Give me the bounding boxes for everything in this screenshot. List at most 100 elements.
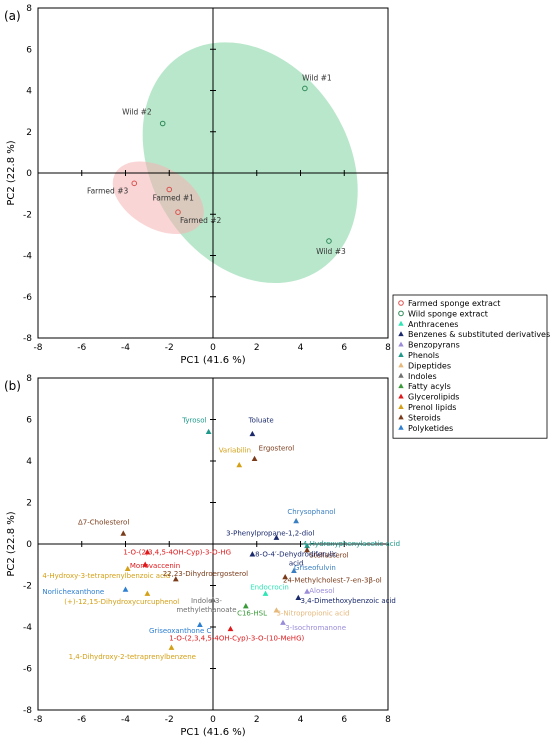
panel-a: -8 -6 -4 -2 0 2 4 6 8 -8 -6 -4 -2 0 2 4 6 8 PC1 (41.6 %) PC… bbox=[4, 4, 391, 366]
compound-marker-ergosterol bbox=[251, 455, 258, 462]
legend-entry-wild-sponge-extract: Wild sponge extract bbox=[408, 309, 488, 318]
compound-label-7-cholesterol: Δ7-Cholesterol bbox=[78, 518, 129, 526]
legend-entry-anthracenes: Anthracenes bbox=[408, 320, 458, 329]
compound-marker-norlichexanthone bbox=[122, 586, 129, 592]
sample-point-wild-1 bbox=[302, 85, 308, 92]
sample-point-farmed-2 bbox=[175, 209, 181, 215]
legend-marker-anthracenes bbox=[398, 320, 404, 326]
legend-marker-polyketides bbox=[398, 424, 404, 430]
legend-entry-benzopyrans: Benzopyrans bbox=[408, 341, 460, 350]
compound-label-22-23-dihydroergosterol: 22,23-Dihydroergosterol bbox=[163, 570, 248, 578]
compound-marker-chrysophanol bbox=[293, 517, 300, 524]
compound-marker-toluate bbox=[249, 430, 256, 437]
x-tick-label: 0 bbox=[210, 343, 216, 353]
confidence-ellipse-farmed bbox=[112, 161, 204, 235]
y-tick-label: 0 bbox=[26, 540, 32, 550]
compound-marker-c16-hsl bbox=[242, 603, 249, 609]
x-tick-label: -2 bbox=[165, 715, 174, 725]
y-tick-label: 4 bbox=[26, 87, 32, 97]
compound-label-3-nitropropionic-acid: 3-Nitropropionic acid bbox=[276, 610, 349, 618]
y-tick-label: -6 bbox=[23, 293, 32, 303]
compound-marker-griseofulvin bbox=[291, 567, 297, 574]
compound-marker-monovaccenin bbox=[142, 561, 149, 567]
y-tick-label: -2 bbox=[23, 582, 32, 592]
x-tick-label: -2 bbox=[165, 343, 174, 353]
compound-label-chrysophanol: Chrysophanol bbox=[287, 508, 335, 516]
legend-marker-glycerolipids bbox=[398, 393, 404, 399]
compound-marker-24-methylcholest-7-en-3-ol bbox=[282, 574, 289, 580]
legend-entry-farmed-sponge-extract: Farmed sponge extract bbox=[408, 299, 500, 308]
compound-label-aloesol: Aloesol bbox=[309, 587, 334, 595]
compound-marker-3-phenylpropane-1-2-diol bbox=[273, 534, 280, 540]
sample-point-wild-2 bbox=[159, 120, 166, 127]
sample-point-farmed-1 bbox=[166, 186, 173, 193]
compound-label-griseofulvin: Griseofulvin bbox=[294, 564, 336, 572]
legend-entry-steroids: Steroids bbox=[408, 413, 441, 422]
compound-marker-endocrocin bbox=[262, 590, 269, 596]
compound-label-3-isochromanone: 3-Isochromanone bbox=[285, 624, 346, 632]
y-tick-label: 4 bbox=[26, 457, 32, 467]
sample-point-farmed-3 bbox=[131, 180, 138, 187]
compound-marker-1-4-dihydroxy-2-tetraprenylbenzene bbox=[168, 644, 175, 650]
x-tick-label: 8 bbox=[385, 715, 391, 725]
compound-marker-aloesol bbox=[304, 588, 310, 594]
y-tick-label: 2 bbox=[26, 499, 32, 509]
compound-marker-12-15-dihydroxycurcuphenol bbox=[144, 590, 151, 596]
x-tick-label: 4 bbox=[298, 343, 304, 353]
sample-label-farmed-2: Farmed #2 bbox=[180, 216, 222, 225]
x-tick-label: -8 bbox=[34, 343, 43, 353]
x-tick-label: 6 bbox=[341, 343, 347, 353]
y-axis-label: PC2 (22.8 %) bbox=[6, 140, 17, 205]
compound-label-4-hydroxy-3-tetraprenylbenzoic-acid: 4-Hydroxy-3-tetraprenylbenzoic acid bbox=[42, 572, 170, 580]
y-tick-label: 8 bbox=[26, 374, 32, 384]
compound-marker-variabilin bbox=[236, 461, 243, 468]
compound-label-3-phenylpropane-1-2-diol: 3-Phenylpropane-1,2-diol bbox=[226, 530, 314, 538]
x-tick-label: 6 bbox=[341, 715, 347, 725]
panel-label: (b) bbox=[4, 379, 21, 393]
x-tick-label: -4 bbox=[121, 715, 130, 725]
legend-marker-benzopyrans bbox=[398, 341, 404, 347]
x-tick-label: -6 bbox=[77, 715, 86, 725]
legend-entry-glycerolipids: Glycerolipids bbox=[408, 393, 459, 402]
compound-label-1-o-2-3-4-5-4oh-cyp-3-o-hg: 1-O-(2,3,4,5-4OH-Cyp)-3-O-HG bbox=[123, 548, 231, 556]
compound-label-4-hydroxyphenylacetic-acid: 4-Hydroxyphenylacetic acid bbox=[303, 540, 400, 548]
y-tick-label: -4 bbox=[23, 252, 32, 262]
sample-point-wild-3 bbox=[326, 238, 332, 244]
compound-label-1-o-2-3-4-5-4oh-cyp-3-o-10-mehg: 1-O-(2,3,4,5-4OH-Cyp)-3-O-(10-MeHG) bbox=[169, 634, 304, 642]
legend-marker-prenol-lipids bbox=[398, 404, 404, 409]
y-tick-label: 0 bbox=[26, 169, 32, 179]
legend-entry-phenols: Phenols bbox=[408, 351, 439, 360]
compound-marker-griseoxanthone-c bbox=[196, 621, 203, 628]
y-axis-label: PC2 (22.8 %) bbox=[6, 511, 17, 576]
y-tick-label: -8 bbox=[23, 334, 32, 344]
x-axis-label: PC1 (41.6 %) bbox=[180, 727, 245, 738]
legend-entry-dipeptides: Dipeptides bbox=[408, 361, 451, 370]
compound-label-stellasterol: Stellasterol bbox=[309, 551, 348, 559]
compound-marker-8-o-4-dehydrodiferulic-acid bbox=[249, 551, 256, 557]
compound-label-indole-3-methylethanoate: Indole-3-methylethanoate bbox=[176, 597, 236, 614]
x-tick-label: 0 bbox=[210, 715, 216, 725]
compound-marker-3-nitropropionic-acid bbox=[273, 607, 280, 613]
compound-marker-7-cholesterol bbox=[120, 530, 127, 536]
sample-label-wild-1: Wild #1 bbox=[302, 73, 332, 82]
compound-label-1-4-dihydroxy-2-tetraprenylbenzene: 1,4-Dihydroxy-2-tetraprenylbenzene bbox=[69, 653, 196, 661]
y-tick-label: 6 bbox=[26, 45, 32, 55]
panel-label: (a) bbox=[4, 9, 21, 23]
legend-marker-fatty-acyls bbox=[398, 383, 404, 389]
y-tick-label: 2 bbox=[26, 128, 32, 138]
y-tick-label: -8 bbox=[23, 706, 32, 716]
legend-marker-wild-sponge-extract bbox=[398, 310, 404, 317]
compound-marker-1-o-2-3-4-5-4oh-cyp-3-o-10-mehg bbox=[227, 625, 234, 632]
legend-marker-steroids bbox=[398, 414, 404, 420]
legend-box bbox=[392, 294, 548, 439]
legend-marker-phenols bbox=[398, 352, 404, 357]
compound-marker-4-hydroxyphenylacetic-acid bbox=[304, 542, 310, 549]
compound-marker-indole-3-methylethanoate bbox=[210, 596, 216, 603]
compound-label-ergosterol: Ergosterol bbox=[259, 445, 295, 453]
x-tick-label: -4 bbox=[121, 343, 130, 353]
compound-label-toluate: Toluate bbox=[248, 417, 274, 425]
compound-label-12-15-dihydroxycurcuphenol: (+)-12,15-Dihydroxycurcuphenol bbox=[64, 598, 179, 606]
legend-entry-benzenes-substituted-derivatives: Benzenes & substituted derivatives bbox=[408, 330, 550, 339]
